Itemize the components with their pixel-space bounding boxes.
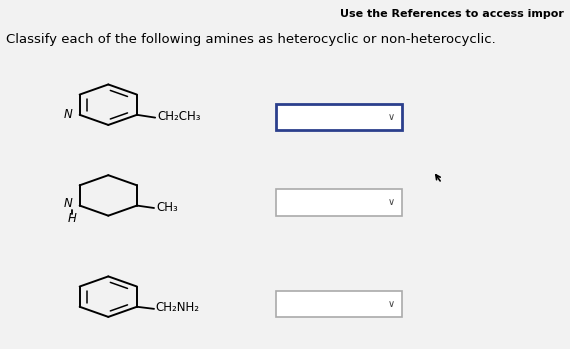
Text: H: H <box>68 212 77 225</box>
Text: CH₂CH₃: CH₂CH₃ <box>157 110 201 124</box>
Text: ∨: ∨ <box>388 112 395 122</box>
Text: Classify each of the following amines as heterocyclic or non-heterocyclic.: Classify each of the following amines as… <box>6 33 495 46</box>
FancyBboxPatch shape <box>276 189 402 215</box>
FancyBboxPatch shape <box>276 104 402 130</box>
Text: N: N <box>64 197 73 210</box>
Text: ∨: ∨ <box>388 198 395 207</box>
Text: N: N <box>63 108 72 121</box>
Text: CH₃: CH₃ <box>156 201 178 214</box>
Text: Use the References to access impor: Use the References to access impor <box>340 9 564 19</box>
Text: CH₂NH₂: CH₂NH₂ <box>156 301 200 314</box>
FancyBboxPatch shape <box>276 290 402 317</box>
Text: ∨: ∨ <box>388 299 395 309</box>
